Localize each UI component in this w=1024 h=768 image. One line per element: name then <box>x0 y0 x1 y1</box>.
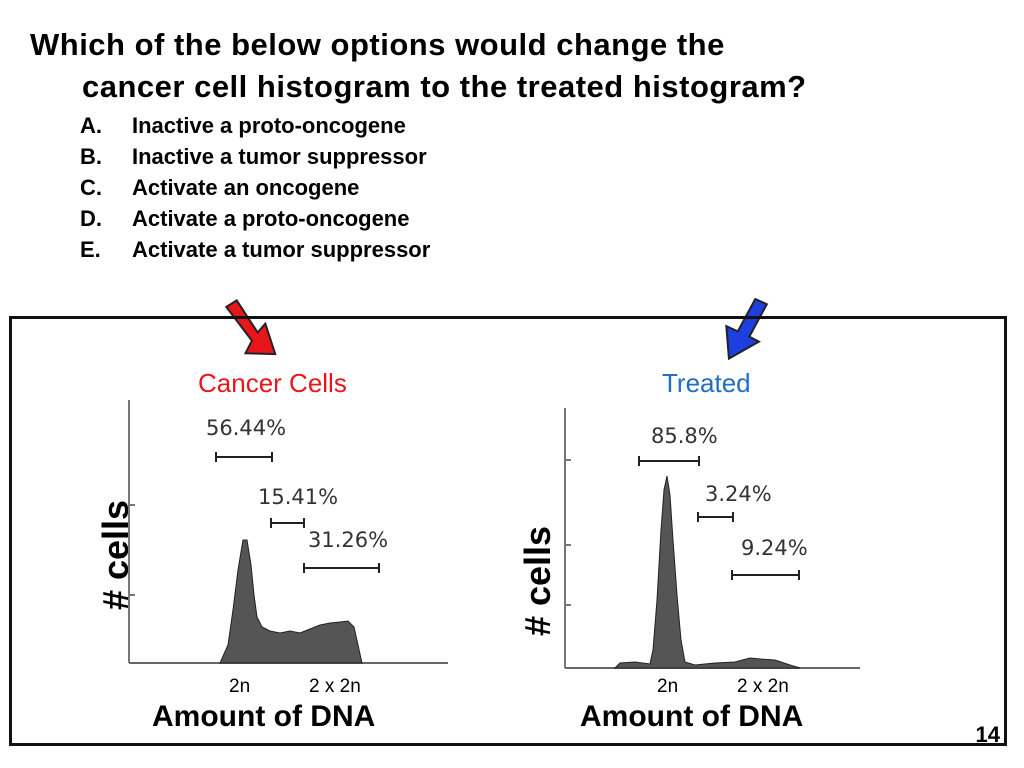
option-label: Activate a tumor suppressor <box>132 237 431 262</box>
option-label: Activate an oncogene <box>132 175 360 200</box>
gate-label: 9.24% <box>741 536 808 560</box>
treated-histogram: 85.8% 3.24% 9.24% <box>564 408 860 669</box>
treated-tick-2n: 2n <box>657 676 679 697</box>
gate-label: 85.8% <box>651 424 718 448</box>
gate-label: 31.26% <box>308 528 388 552</box>
cancer-cells-title: Cancer Cells <box>198 368 347 398</box>
treated-tick-2x2n: 2 x 2n <box>737 676 789 697</box>
blue-arrow-icon <box>725 298 769 361</box>
slide-number: 14 <box>975 722 1000 747</box>
option-c[interactable]: C. Activate an oncogene <box>80 172 430 203</box>
option-label: Activate a proto-oncogene <box>132 206 410 231</box>
option-letter: A. <box>80 113 102 138</box>
option-letter: C. <box>80 175 102 200</box>
cancer-x-axis-label: Amount of DNA <box>152 700 376 733</box>
cancer-histogram: 56.44% 15.41% 31.26% <box>128 400 448 664</box>
answer-options: A. Inactive a proto-oncogene B. Inactive a… <box>80 110 430 265</box>
cancer-tick-2x2n: 2 x 2n <box>309 676 361 697</box>
red-arrow-icon <box>224 299 277 356</box>
cancer-histogram-area <box>219 539 363 664</box>
cancer-tick-2n: 2n <box>229 676 251 697</box>
option-a[interactable]: A. Inactive a proto-oncogene <box>80 110 430 141</box>
option-letter: B. <box>80 144 102 169</box>
question-text: Which of the below options would change … <box>30 24 1010 108</box>
option-label: Inactive a tumor suppressor <box>132 144 427 169</box>
gate-label: 15.41% <box>258 485 338 509</box>
option-d[interactable]: D. Activate a proto-oncogene <box>80 203 430 234</box>
gate-label: 56.44% <box>206 416 286 440</box>
question-line-2: cancer cell histogram to the treated his… <box>82 69 807 104</box>
option-b[interactable]: B. Inactive a tumor suppressor <box>80 141 430 172</box>
treated-histogram-area <box>613 475 801 669</box>
option-e[interactable]: E. Activate a tumor suppressor <box>80 234 430 265</box>
question-line-1: Which of the below options would change … <box>30 27 725 62</box>
figure-frame <box>9 316 1007 746</box>
gate-label: 3.24% <box>705 482 772 506</box>
option-label: Inactive a proto-oncogene <box>132 113 406 138</box>
option-letter: D. <box>80 206 102 231</box>
treated-x-axis-label: Amount of DNA <box>580 700 804 733</box>
option-letter: E. <box>80 237 101 262</box>
treated-y-axis-label: # cells <box>517 525 558 637</box>
treated-title: Treated <box>662 368 751 398</box>
